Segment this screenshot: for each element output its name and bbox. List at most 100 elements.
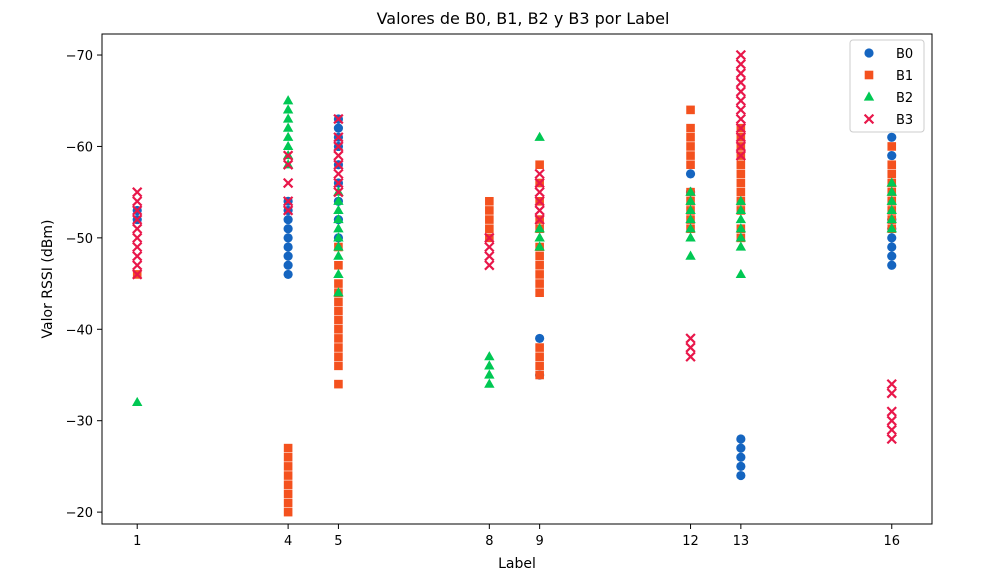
data-point (132, 214, 143, 225)
data-point (736, 461, 746, 472)
data-point (283, 233, 293, 243)
data-point (685, 232, 696, 242)
y-tick-label: −50 (66, 232, 93, 247)
data-point (886, 433, 897, 445)
y-axis-label: Valor RSSI (dBm) (40, 220, 56, 339)
data-point (686, 123, 695, 133)
data-point (736, 434, 746, 444)
data-point (282, 196, 294, 207)
data-point (485, 224, 494, 234)
legend-marker (863, 113, 875, 125)
data-point (282, 150, 294, 161)
data-point (535, 251, 544, 261)
data-point (887, 260, 897, 270)
data-point (887, 251, 897, 261)
data-point (686, 133, 695, 142)
data-point (132, 223, 143, 234)
data-point (685, 169, 696, 179)
data-point (283, 269, 293, 280)
data-point (535, 270, 544, 279)
x-axis-label: Label (498, 556, 536, 572)
data-point (282, 177, 294, 189)
data-point (485, 196, 494, 206)
series-b0 (132, 114, 897, 481)
data-point (132, 196, 143, 207)
data-point (534, 223, 545, 233)
data-point (132, 232, 143, 244)
data-point (333, 159, 344, 170)
data-point (886, 388, 897, 399)
data-point (535, 288, 544, 298)
data-point (736, 169, 746, 179)
data-point (334, 297, 343, 307)
data-point (283, 452, 293, 462)
x-tick-label: 5 (334, 534, 342, 549)
data-point (334, 334, 343, 343)
data-point (736, 160, 746, 170)
data-point (735, 58, 747, 70)
data-point (886, 177, 897, 187)
data-point (132, 205, 143, 216)
data-point (736, 178, 746, 188)
data-point (132, 396, 143, 407)
data-point (283, 443, 293, 453)
data-point (282, 131, 294, 141)
data-point (282, 95, 294, 105)
data-point (735, 204, 747, 215)
data-point (333, 268, 344, 279)
series-b2 (132, 95, 897, 407)
data-point (283, 489, 293, 499)
data-point (333, 141, 344, 152)
data-point (485, 206, 494, 215)
x-axis: 1 4 5 8 9 12 13 16 (133, 524, 900, 549)
data-point (282, 159, 294, 170)
y-tick-label: −30 (66, 415, 93, 430)
data-marks (132, 49, 897, 517)
data-point (735, 113, 747, 125)
data-point (534, 168, 545, 180)
data-point (886, 195, 897, 205)
data-point (735, 213, 747, 224)
data-point (283, 462, 293, 471)
data-point (282, 122, 294, 132)
data-point (685, 333, 696, 344)
data-point (484, 351, 495, 361)
data-point (282, 140, 294, 151)
data-point (887, 233, 897, 243)
x-tick-label: 8 (485, 534, 493, 549)
data-point (534, 186, 545, 198)
data-point (685, 213, 696, 224)
data-point (735, 195, 747, 205)
data-point (887, 142, 897, 151)
data-point (535, 160, 544, 170)
data-point (333, 113, 344, 125)
data-point (686, 151, 695, 160)
data-point (886, 186, 897, 196)
data-point (333, 213, 344, 224)
legend-label: B0 (896, 47, 913, 62)
legend: B0 B1 B2 B3 (849, 39, 925, 133)
data-point (333, 223, 344, 233)
legend-label: B2 (896, 91, 913, 106)
data-point (735, 141, 747, 152)
data-point (534, 205, 545, 216)
data-point (333, 186, 344, 198)
data-point (333, 204, 344, 215)
data-point (282, 104, 294, 114)
data-point (535, 361, 544, 371)
data-point (736, 443, 746, 453)
data-point (333, 132, 344, 143)
x-tick-label: 9 (535, 534, 543, 549)
data-point (887, 150, 897, 161)
data-point (735, 49, 747, 61)
data-point (132, 269, 143, 280)
x-tick-label: 13 (733, 534, 750, 549)
data-point (283, 507, 293, 517)
data-point (132, 260, 143, 271)
y-tick-label: −70 (66, 49, 93, 64)
data-point (735, 132, 747, 143)
data-point (735, 68, 747, 79)
data-point (334, 379, 343, 389)
data-point (283, 214, 293, 225)
data-point (887, 132, 897, 142)
